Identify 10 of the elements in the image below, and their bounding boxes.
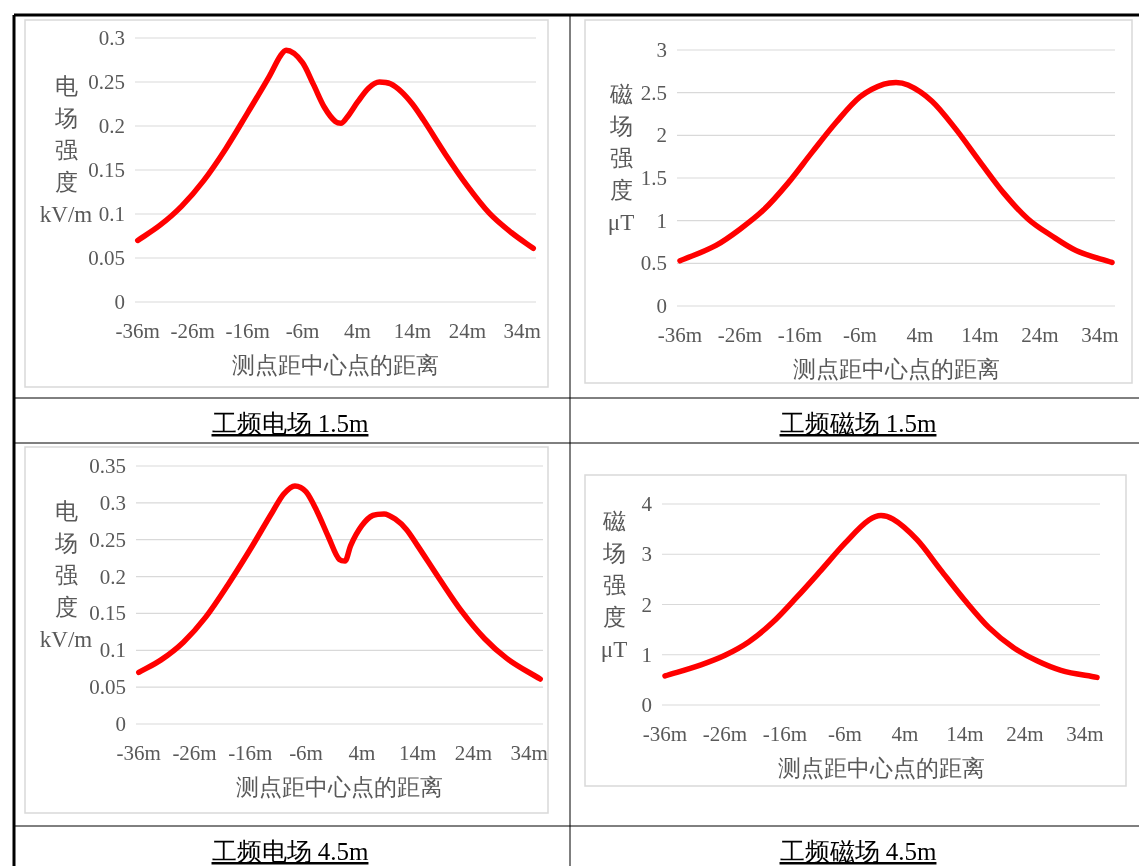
text: 工频电场 1.5m — [211, 410, 370, 437]
x-axis-title: 测点距中心点的距离 — [232, 353, 439, 378]
text: 工频磁场 1.5m — [779, 410, 938, 437]
text: 工频电场 4.5m — [211, 838, 370, 865]
y-axis-title: 磁场强度μT — [607, 82, 635, 235]
y-axis-title: 磁场强度μT — [600, 508, 628, 662]
x-axis-title: 测点距中心点的距离 — [236, 775, 443, 800]
x-axis-title: 测点距中心点的距离 — [792, 357, 1000, 382]
text: 工频磁场 4.5m — [779, 838, 938, 865]
x-axis-title: 测点距中心点的距离 — [777, 756, 985, 781]
